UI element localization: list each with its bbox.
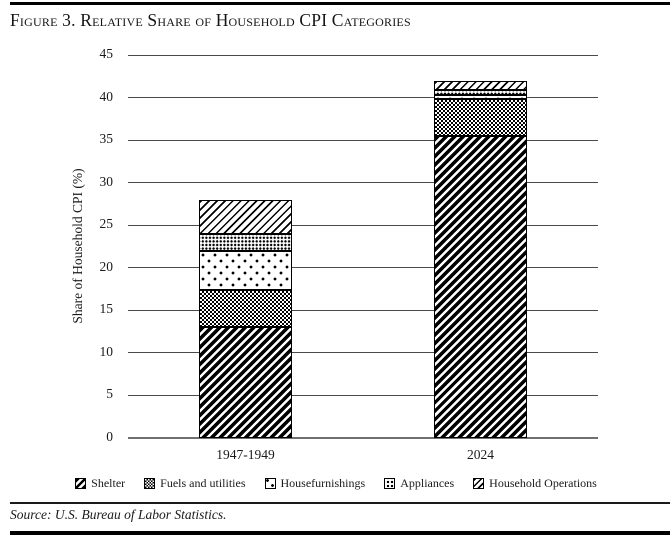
legend-item-fuels-and-utilities: Fuels and utilities [144, 475, 246, 491]
figure-title: Figure 3. Relative Share of Household CP… [10, 10, 411, 30]
source-divider [10, 502, 670, 504]
legend-label-fuels-and-utilities: Fuels and utilities [160, 475, 246, 490]
y-tick-label-10: 10 [99, 343, 114, 359]
bar-segment-household-operations-1947-1949 [199, 199, 292, 234]
bar-segment-shelter-2024 [434, 135, 527, 438]
legend-swatch-shelter-icon [75, 477, 87, 489]
bottom-rule [10, 531, 670, 535]
y-tick-label-30: 30 [99, 173, 114, 189]
bar-segment-household-operations-2024 [434, 80, 527, 90]
legend-item-household-operations: Household Operations [473, 476, 597, 491]
y-tick-label-5: 5 [106, 386, 113, 401]
x-category-label-2024: 2024 [467, 446, 494, 462]
legend-item-housefurnishings: Housefurnishings [264, 475, 366, 491]
gridline-30 [128, 182, 598, 183]
gridline-25 [128, 224, 598, 226]
y-tick-label-25: 25 [99, 216, 114, 231]
bar-segment-fuels-and-utilities-2024 [434, 99, 527, 136]
y-tick-label-45: 45 [99, 46, 114, 61]
legend-swatch-fuels-and-utilities-icon [144, 477, 156, 489]
source-note: Source: U.S. Bureau of Labor Statistics. [10, 507, 227, 522]
bar-segment-fuels-and-utilities-1947-1949 [199, 289, 292, 327]
legend-swatch-appliances-icon [384, 477, 396, 489]
gridline-45 [128, 54, 598, 56]
y-tick-label-20: 20 [99, 258, 114, 274]
x-category-label-1947-1949: 1947-1949 [216, 446, 275, 462]
top-rule [10, 2, 670, 5]
gridline-40 [128, 97, 598, 98]
legend: Shelter Fuels and utilities Housefurnishin… [20, 473, 652, 493]
y-tick-label-40: 40 [99, 88, 114, 104]
legend-swatch-housefurnishings-icon [264, 477, 276, 489]
y-tick-label-0: 0 [106, 428, 113, 444]
legend-swatch-household-operations-icon [473, 477, 485, 489]
legend-label-household-operations: Household Operations [489, 475, 597, 490]
bar-segment-housefurnishings-2024 [434, 94, 527, 100]
y-tick-label-35: 35 [99, 131, 114, 146]
gridline-15 [128, 309, 598, 311]
gridline-35 [128, 139, 598, 141]
bar-segment-appliances-2024 [434, 89, 527, 95]
legend-item-shelter: Shelter [75, 476, 125, 491]
legend-label-shelter: Shelter [91, 475, 126, 490]
bar-segment-shelter-1947-1949 [199, 327, 292, 438]
y-tick-label-15: 15 [99, 301, 114, 316]
gridline-5 [128, 394, 598, 396]
gridline-20 [128, 267, 598, 268]
bar-segment-housefurnishings-1947-1949 [199, 250, 292, 290]
legend-label-housefurnishings: Housefurnishings [280, 475, 366, 490]
x-axis-line [128, 436, 598, 439]
legend-item-appliances: Appliances [384, 476, 454, 491]
legend-label-appliances: Appliances [400, 475, 455, 490]
bar-segment-appliances-1947-1949 [199, 233, 292, 251]
gridline-10 [128, 352, 598, 353]
